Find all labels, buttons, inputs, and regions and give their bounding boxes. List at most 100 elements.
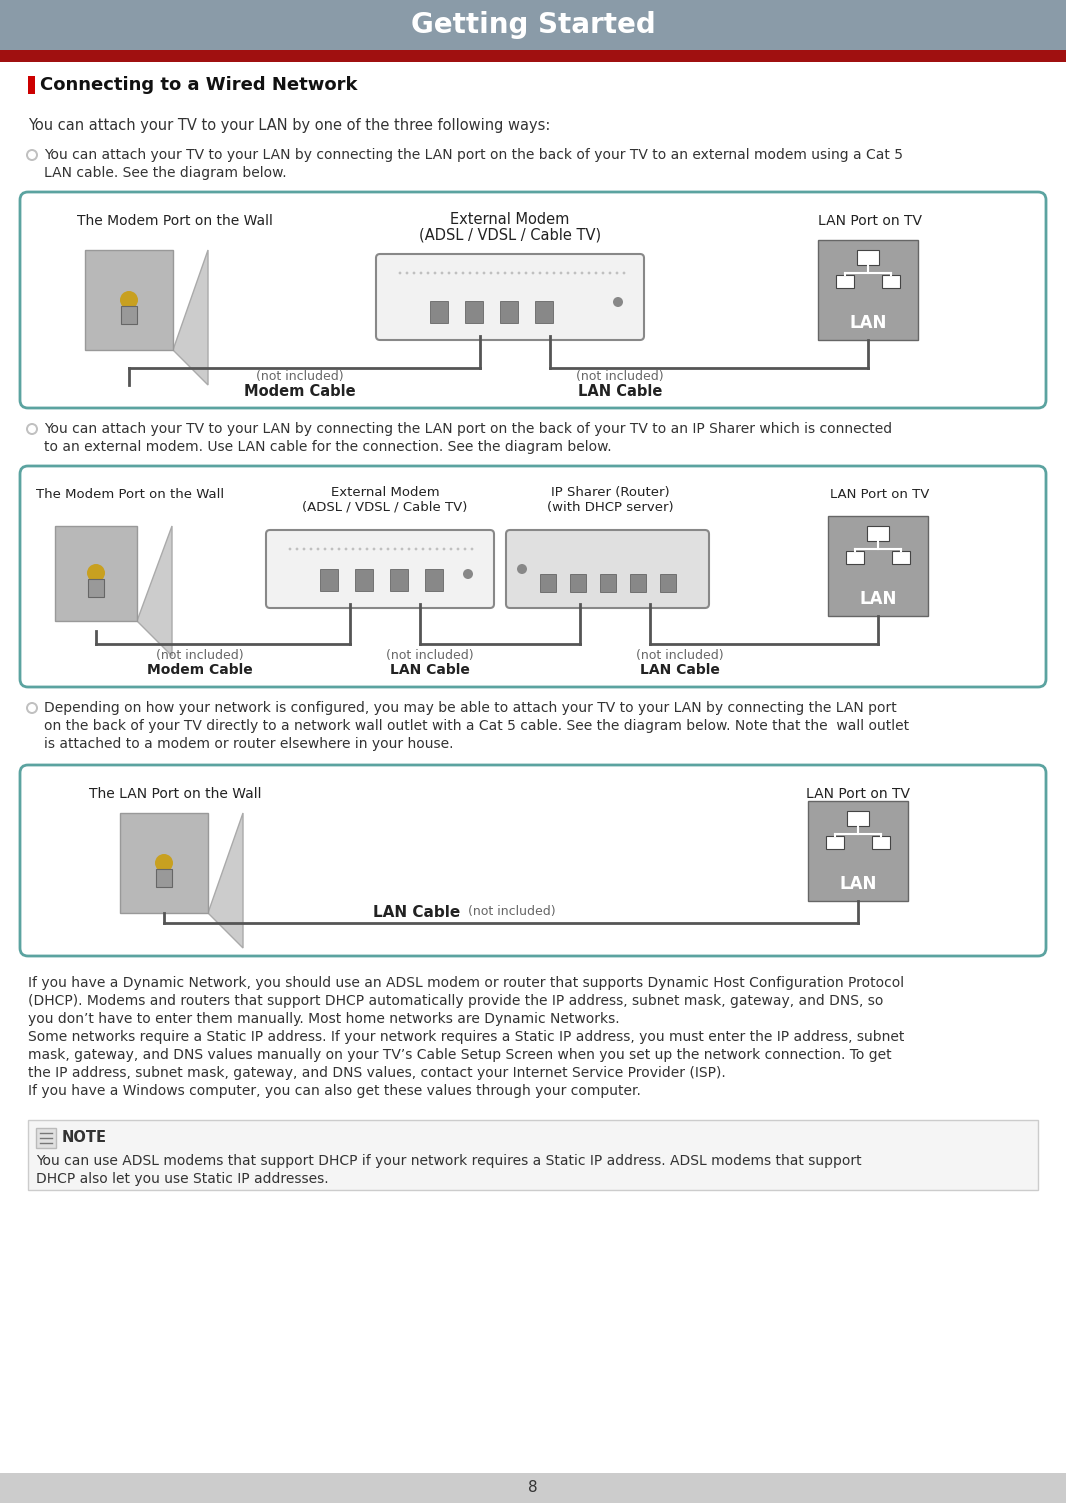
Bar: [355, 570, 373, 591]
Text: Getting Started: Getting Started: [410, 11, 656, 39]
Text: LAN cable. See the diagram below.: LAN cable. See the diagram below.: [44, 165, 287, 180]
Text: LAN Port on TV: LAN Port on TV: [806, 788, 910, 801]
Circle shape: [623, 272, 626, 275]
Bar: [0, 1473, 1066, 1503]
Bar: [600, 574, 616, 592]
Bar: [430, 301, 448, 323]
Text: The Modem Port on the Wall: The Modem Port on the Wall: [77, 213, 273, 228]
Text: Modem Cable: Modem Cable: [244, 383, 356, 398]
Circle shape: [426, 272, 430, 275]
Bar: [320, 570, 338, 591]
Bar: [535, 301, 553, 323]
Circle shape: [26, 702, 38, 714]
Text: mask, gateway, and DNS values manually on your TV’s Cable Setup Screen when you : mask, gateway, and DNS values manually o…: [28, 1048, 891, 1063]
Circle shape: [405, 272, 408, 275]
FancyBboxPatch shape: [20, 192, 1046, 407]
Polygon shape: [138, 526, 172, 655]
Bar: [425, 570, 443, 591]
FancyBboxPatch shape: [20, 466, 1046, 687]
Circle shape: [387, 547, 389, 550]
Bar: [660, 574, 676, 592]
Circle shape: [469, 272, 471, 275]
Bar: [122, 307, 138, 325]
Circle shape: [436, 547, 438, 550]
Circle shape: [324, 547, 326, 550]
Circle shape: [442, 547, 446, 550]
Text: LAN Cable: LAN Cable: [578, 383, 662, 398]
Circle shape: [338, 547, 340, 550]
Text: (not included): (not included): [386, 649, 473, 661]
Bar: [0, 50, 1066, 62]
Text: If you have a Windows computer, you can also get these values through your compu: If you have a Windows computer, you can …: [28, 1084, 641, 1099]
Text: (ADSL / VDSL / Cable TV): (ADSL / VDSL / Cable TV): [303, 500, 468, 514]
Circle shape: [581, 272, 583, 275]
Bar: [500, 301, 518, 323]
Text: LAN Cable: LAN Cable: [373, 905, 461, 920]
Bar: [540, 574, 556, 592]
Circle shape: [309, 547, 312, 550]
Circle shape: [393, 547, 397, 550]
Text: LAN: LAN: [859, 591, 897, 609]
Text: (not included): (not included): [256, 370, 344, 383]
FancyBboxPatch shape: [20, 765, 1046, 956]
Circle shape: [613, 298, 623, 307]
Bar: [630, 574, 646, 592]
Text: you don’t have to enter them manually. Most home networks are Dynamic Networks.: you don’t have to enter them manually. M…: [28, 1012, 619, 1027]
Circle shape: [524, 272, 528, 275]
Bar: [570, 574, 586, 592]
Text: Modem Cable: Modem Cable: [147, 663, 253, 676]
Circle shape: [28, 703, 36, 712]
Circle shape: [560, 272, 563, 275]
Circle shape: [26, 149, 38, 161]
Circle shape: [567, 272, 569, 275]
Text: (with DHCP server): (with DHCP server): [547, 500, 674, 514]
Circle shape: [28, 150, 36, 159]
Bar: [826, 836, 844, 849]
Bar: [36, 1127, 56, 1148]
Circle shape: [454, 272, 457, 275]
Bar: [872, 836, 890, 849]
Text: You can use ADSL modems that support DHCP if your network requires a Static IP a: You can use ADSL modems that support DHC…: [36, 1154, 861, 1168]
Circle shape: [448, 272, 451, 275]
Text: Connecting to a Wired Network: Connecting to a Wired Network: [41, 77, 357, 95]
Text: the IP address, subnet mask, gateway, and DNS values, contact your Internet Serv: the IP address, subnet mask, gateway, an…: [28, 1066, 726, 1081]
Bar: [847, 812, 869, 827]
Polygon shape: [208, 813, 243, 948]
Circle shape: [517, 564, 527, 574]
Circle shape: [503, 272, 506, 275]
Bar: [120, 813, 208, 912]
Text: LAN: LAN: [839, 875, 876, 893]
Circle shape: [421, 547, 424, 550]
Text: Depending on how your network is configured, you may be able to attach your TV t: Depending on how your network is configu…: [44, 700, 897, 715]
Circle shape: [511, 272, 514, 275]
Bar: [836, 275, 854, 289]
Text: The Modem Port on the Wall: The Modem Port on the Wall: [36, 488, 224, 500]
Circle shape: [303, 547, 305, 550]
Text: You can attach your TV to your LAN by connecting the LAN port on the back of you: You can attach your TV to your LAN by co…: [44, 147, 903, 162]
Circle shape: [413, 272, 416, 275]
FancyBboxPatch shape: [506, 531, 709, 609]
Text: (not included): (not included): [636, 649, 724, 661]
Bar: [88, 579, 104, 597]
Bar: [857, 249, 879, 265]
Text: LAN Cable: LAN Cable: [390, 663, 470, 676]
Text: LAN Port on TV: LAN Port on TV: [818, 213, 922, 228]
Circle shape: [401, 547, 403, 550]
Circle shape: [595, 272, 597, 275]
Circle shape: [429, 547, 432, 550]
Bar: [0, 0, 1066, 50]
Circle shape: [87, 564, 104, 582]
Bar: [55, 526, 138, 621]
Circle shape: [475, 272, 479, 275]
Circle shape: [615, 272, 618, 275]
Circle shape: [366, 547, 369, 550]
Bar: [892, 552, 910, 564]
Bar: [818, 240, 918, 340]
Text: (DHCP). Modems and routers that support DHCP automatically provide the IP addres: (DHCP). Modems and routers that support …: [28, 993, 884, 1009]
Bar: [465, 301, 483, 323]
Text: on the back of your TV directly to a network wall outlet with a Cat 5 cable. See: on the back of your TV directly to a net…: [44, 718, 909, 733]
Circle shape: [399, 272, 402, 275]
Circle shape: [587, 272, 591, 275]
Circle shape: [546, 272, 548, 275]
Text: (ADSL / VDSL / Cable TV): (ADSL / VDSL / Cable TV): [419, 228, 601, 243]
